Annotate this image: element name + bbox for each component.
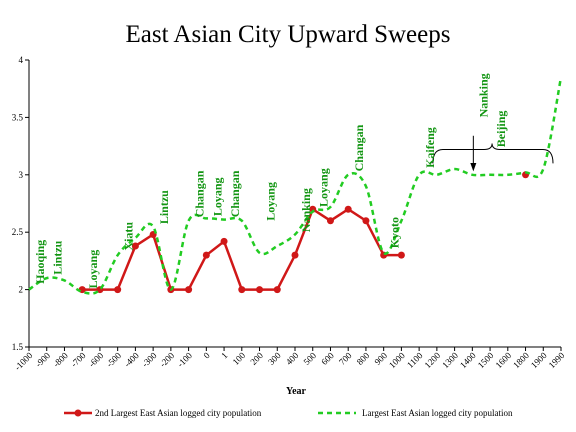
x-tick-label: 1600 — [493, 350, 513, 370]
series-1 — [28, 76, 563, 295]
data-point — [344, 205, 352, 213]
x-tick-label: 1100 — [405, 350, 425, 370]
annotation-label: Xiatu — [122, 222, 136, 251]
x-tick-label: 200 — [248, 350, 265, 367]
annotation-label: Haoqing — [33, 240, 47, 284]
x-tick-label: 700 — [337, 350, 354, 367]
data-point — [131, 242, 139, 250]
data-point — [238, 286, 246, 294]
data-point — [202, 251, 210, 259]
x-tick-label: 1000 — [387, 350, 407, 370]
data-point — [326, 217, 334, 225]
x-tick-label: 1200 — [422, 350, 442, 370]
annotation-label: Changan — [193, 170, 207, 217]
x-tick-label: 1500 — [476, 350, 496, 370]
chart-title: East Asian City Upward Sweeps — [126, 21, 451, 48]
x-tick-label: -700 — [69, 350, 88, 369]
series-line-largest — [28, 76, 563, 295]
y-axis: 1.5 2 2.5 3 3.5 4 — [12, 55, 30, 352]
x-axis: -1000-900-800-700-600-500-400-300-200-10… — [12, 346, 567, 372]
y-tick-label: 3.5 — [12, 112, 24, 122]
legend-label-second: 2nd Largest East Asian logged city popul… — [95, 408, 262, 418]
annotation-label: Changan — [228, 170, 242, 217]
x-tick-label: 1800 — [511, 350, 531, 370]
x-tick-label: 1990 — [547, 350, 567, 370]
data-point — [114, 286, 122, 294]
x-tick-label: 300 — [266, 350, 283, 367]
series-layer — [28, 76, 563, 295]
annotation-label: Loyang — [86, 250, 100, 289]
data-point — [273, 286, 281, 294]
data-point — [256, 286, 264, 294]
beijing-bracket — [432, 135, 554, 172]
legend-marker-second — [74, 409, 82, 417]
annotation-label: Nanking — [299, 188, 313, 232]
data-point — [397, 251, 405, 259]
data-point — [185, 286, 193, 294]
x-axis-label: Year — [286, 386, 307, 397]
x-tick-label: 600 — [319, 350, 336, 367]
x-tick-label: 500 — [302, 350, 319, 367]
x-tick-label: -600 — [87, 350, 106, 369]
legend: 2nd Largest East Asian logged city popul… — [64, 408, 513, 418]
y-tick-label: 2 — [19, 285, 24, 295]
x-tick-label: -200 — [158, 350, 177, 369]
annotation-label: Kaifeng — [423, 127, 437, 168]
annotation-label: Nanking — [476, 73, 490, 117]
annotation-label: Lintzu — [51, 240, 65, 274]
data-point — [362, 217, 370, 225]
y-tick-label: 4 — [19, 55, 24, 65]
x-tick-label: -100 — [175, 350, 194, 369]
y-tick-label: 1.5 — [12, 342, 24, 352]
annotation-label: Loyang — [210, 177, 224, 216]
x-tick-label: -1000 — [12, 350, 34, 372]
x-tick-label: 900 — [372, 350, 389, 367]
x-tick-label: -300 — [140, 350, 159, 369]
bracket-shape — [432, 143, 554, 164]
x-tick-label: 1300 — [440, 350, 460, 370]
x-tick-label: 800 — [355, 350, 372, 367]
data-point — [291, 251, 299, 259]
x-tick-label: -500 — [104, 350, 123, 369]
y-tick-label: 3 — [19, 170, 24, 180]
annotation-label: Loyang — [317, 168, 331, 207]
x-tick-label: -800 — [51, 350, 70, 369]
annotation-label: Beijing — [494, 111, 508, 148]
annotation-label: Loyang — [264, 182, 278, 221]
annotation-label: Changan — [352, 124, 366, 171]
x-tick-label: 400 — [284, 350, 301, 367]
x-tick-label: 1900 — [529, 350, 549, 370]
x-tick-label: 1 — [219, 350, 229, 360]
legend-label-largest: Largest East Asian logged city populatio… — [362, 408, 513, 418]
x-tick-label: 100 — [231, 350, 248, 367]
annotation-label: Kyoto — [388, 217, 402, 248]
annotation-label: Lintzu — [157, 190, 171, 224]
x-tick-label: 0 — [201, 350, 212, 361]
x-tick-label: -400 — [122, 350, 141, 369]
x-tick-label: 1400 — [458, 350, 478, 370]
y-tick-label: 2.5 — [12, 227, 24, 237]
nanking-arrow-head — [470, 163, 477, 172]
data-point — [220, 237, 228, 245]
x-tick-label: -900 — [33, 350, 52, 369]
